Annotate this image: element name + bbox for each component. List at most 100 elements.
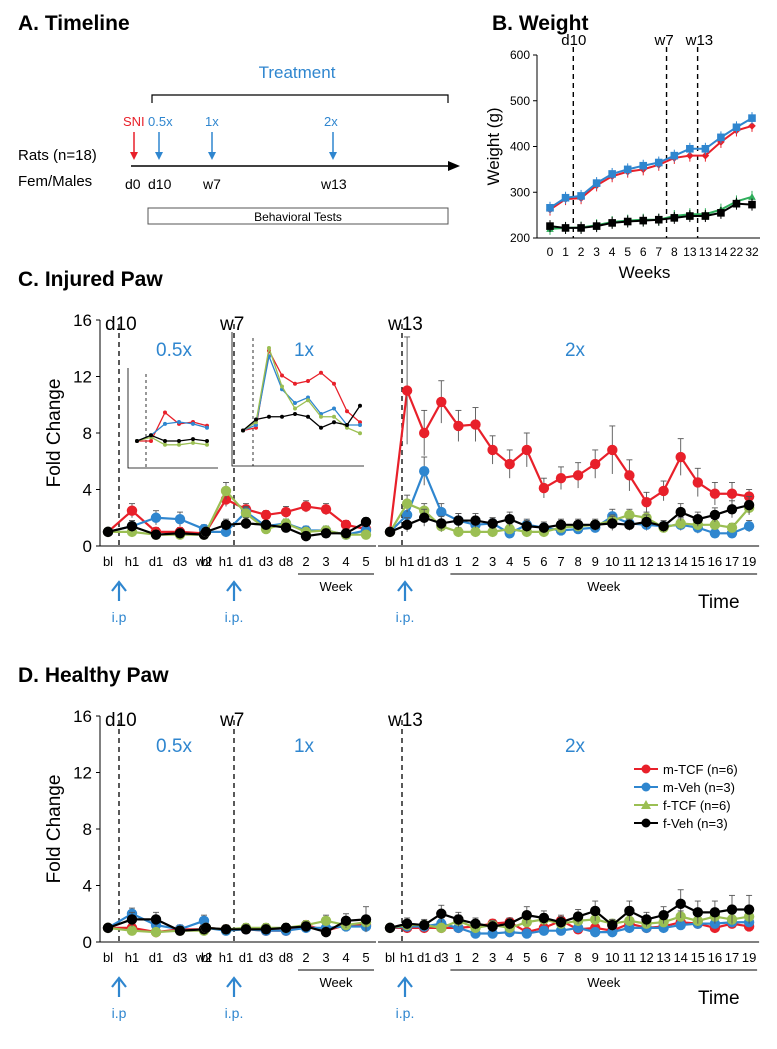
injured-inset-data-point [293, 412, 297, 416]
healthy-y-tick-label: 16 [73, 707, 92, 726]
injured-data-point [360, 529, 372, 540]
treatment-bracket [151, 94, 449, 103]
injured-data-point [401, 385, 413, 396]
injured-x-tick-label: 5 [523, 554, 530, 569]
injured-ip-arrow-head [226, 580, 242, 592]
dose-arrow-1x [208, 132, 216, 160]
weight-data-point [717, 209, 725, 217]
dose-label-2x: 2x [324, 114, 338, 129]
injured-inset-data-point [319, 425, 323, 430]
healthy-data-point [692, 907, 703, 918]
injured-data-point [692, 513, 703, 525]
injured-data-point [280, 522, 292, 533]
injured-data-point [150, 512, 162, 523]
injured-x-tick-label: d1 [149, 554, 163, 569]
injured-inset-data-point [358, 403, 362, 408]
injured-x-tick-label: 16 [708, 554, 722, 569]
weight-data-point [577, 192, 585, 200]
injured-data-point [692, 477, 703, 488]
weight-title: B. Weight [492, 12, 588, 35]
healthy-ip-label: i.p [112, 1005, 127, 1021]
legend-label: f-TCF (n=6) [663, 798, 731, 813]
healthy-x-tick-label: d3 [434, 950, 448, 965]
injured-inset-data-point [280, 384, 284, 389]
injured-ip-arrow-head [111, 580, 127, 592]
healthy-data-point [555, 917, 567, 928]
injured-data-point [320, 528, 332, 539]
injured-y-tick-label: 0 [83, 537, 92, 556]
injured-data-point [340, 519, 352, 531]
injured-ip-arrow-head [397, 580, 413, 592]
healthy-week-label: Week [587, 975, 620, 990]
injured-x-tick-label: 2 [472, 554, 479, 569]
weight-y-label: Weight (g) [484, 107, 503, 185]
weight-data-point [717, 133, 725, 142]
healthy-dose-label: 2x [565, 736, 586, 757]
injured-inset-data-point [319, 370, 323, 375]
legend-marker [641, 764, 651, 774]
weight-data-point [639, 216, 648, 225]
injured-inset-data-point [135, 439, 139, 443]
injured-y-tick-label: 4 [83, 481, 92, 500]
timepoint-w13: w13 [320, 176, 347, 192]
injured-inset-data-point [191, 437, 195, 442]
injured-x-tick-label: d1 [239, 554, 253, 569]
healthy-data-point [709, 907, 721, 918]
healthy-x-tick-label: 15 [691, 950, 705, 965]
injured-inset-data-point [293, 406, 297, 411]
injured-data-point [709, 509, 721, 521]
weight-data-point [732, 199, 741, 208]
injured-y-tick-label: 8 [83, 424, 92, 443]
weight-x-tick-label: 13 [699, 245, 713, 259]
legend-marker [641, 818, 651, 828]
injured-data-point [555, 519, 567, 531]
weight-data-point [546, 204, 554, 212]
healthy-x-tick-label: 11 [623, 950, 637, 965]
injured-x-tick-label: 13 [656, 554, 670, 569]
injured-data-point [504, 523, 515, 535]
injured-inset-data-point [149, 439, 153, 443]
weight-marker-label: w7 [654, 32, 674, 49]
injured-inset-data-point [332, 414, 336, 419]
injured-data-point [240, 508, 252, 519]
weight-x-tick-label: 0 [547, 245, 554, 259]
healthy-data-point [504, 918, 515, 929]
weight-data-point [623, 165, 632, 174]
healthy-data-point [590, 926, 601, 938]
healthy-x-tick-label: 3 [322, 950, 329, 965]
healthy-ip-arrow-head [397, 976, 413, 988]
timepoint-w7: w7 [202, 176, 221, 192]
injured-x-tick-label: 11 [623, 554, 637, 569]
injured-x-tick-label: 4 [342, 554, 349, 569]
healthy-x-tick-label: h1 [125, 950, 139, 965]
injured-inset-data-point [163, 410, 167, 415]
injured-x-tick-label: h1 [125, 554, 139, 569]
healthy-data-point [538, 925, 550, 936]
injured-data-point [624, 509, 635, 521]
healthy-data-point [126, 914, 138, 925]
healthy-ip-label: i.p. [225, 1005, 244, 1021]
injured-data-point [743, 499, 755, 511]
injured-x-tick-label: d1 [417, 554, 431, 569]
injured-inset-data-point [254, 425, 258, 430]
weight-data-point [561, 224, 570, 232]
healthy-x-tick-label: h1 [219, 950, 233, 965]
healthy-marker-label: w13 [387, 710, 423, 731]
healthy-ip-arrow-head [111, 976, 127, 988]
healthy-data-point [675, 898, 686, 910]
injured-inset-data-point [358, 420, 362, 425]
injured-y-label: Fold Change [44, 379, 65, 488]
injured-inset-data-point [177, 442, 181, 447]
injured-data-point [436, 506, 447, 518]
injured-x-tick-label: 14 [673, 554, 687, 569]
injured-x-tick-label: bl [201, 554, 211, 569]
healthy-data-point [470, 918, 481, 929]
injured-series-line [389, 502, 750, 533]
injured-data-point [590, 458, 601, 470]
healthy-ip-arrow-head [226, 976, 242, 988]
behavioral-tests-label: Behavioral Tests [254, 210, 342, 224]
injured-x-tick-label: 6 [540, 554, 547, 569]
healthy-x-tick-label: d8 [279, 950, 293, 965]
weight-data-point [701, 144, 710, 153]
injured-inset-data-point [332, 420, 336, 425]
